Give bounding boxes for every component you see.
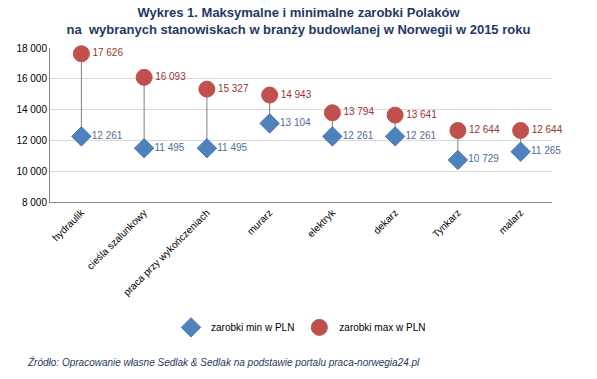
svg-text:12 261: 12 261 [343,130,374,141]
svg-text:16 000: 16 000 [16,73,47,84]
svg-text:16 093: 16 093 [155,71,186,82]
svg-text:Tynkarz: Tynkarz [430,207,463,240]
svg-text:18 000: 18 000 [16,43,47,54]
svg-text:Źródło: Opracowanie własne Sed: Źródło: Opracowanie własne Sedlak & Sedl… [27,356,420,368]
svg-text:elektryk: elektryk [305,206,338,239]
svg-text:malarz: malarz [497,207,526,236]
svg-text:murarz: murarz [245,207,275,237]
svg-text:hydraulik: hydraulik [50,206,87,243]
svg-text:Wykres 1. Maksymalne i minimal: Wykres 1. Maksymalne i minimalne zarobki… [67,5,531,37]
svg-text:15 327: 15 327 [218,83,249,94]
svg-text:12 261: 12 261 [406,130,437,141]
svg-text:praca przy wykończeniach: praca przy wykończeniach [121,207,212,298]
svg-text:11 265: 11 265 [531,145,561,156]
svg-text:14 943: 14 943 [281,89,312,100]
svg-text:8 000: 8 000 [22,197,47,208]
svg-text:10 000: 10 000 [16,166,47,177]
svg-text:12 000: 12 000 [16,135,47,146]
svg-text:dekarz: dekarz [371,207,400,236]
svg-text:12 644: 12 644 [469,124,500,135]
svg-text:cieśla szalunkowy: cieśla szalunkowy [85,207,149,271]
svg-text:11 495: 11 495 [217,142,247,153]
svg-text:12 644: 12 644 [532,124,563,135]
svg-text:11 495: 11 495 [155,142,185,153]
svg-text:14 000: 14 000 [16,104,47,115]
svg-text:12 261: 12 261 [92,130,123,141]
svg-text:10 729: 10 729 [468,153,499,164]
svg-text:17 626: 17 626 [92,47,123,58]
svg-text:13 104: 13 104 [280,117,311,128]
svg-text:zarobki min w PLN: zarobki min w PLN [211,322,294,333]
svg-text:13 794: 13 794 [343,106,374,117]
svg-text:zarobki max w PLN: zarobki max w PLN [339,322,425,333]
svg-text:13 641: 13 641 [406,109,437,120]
